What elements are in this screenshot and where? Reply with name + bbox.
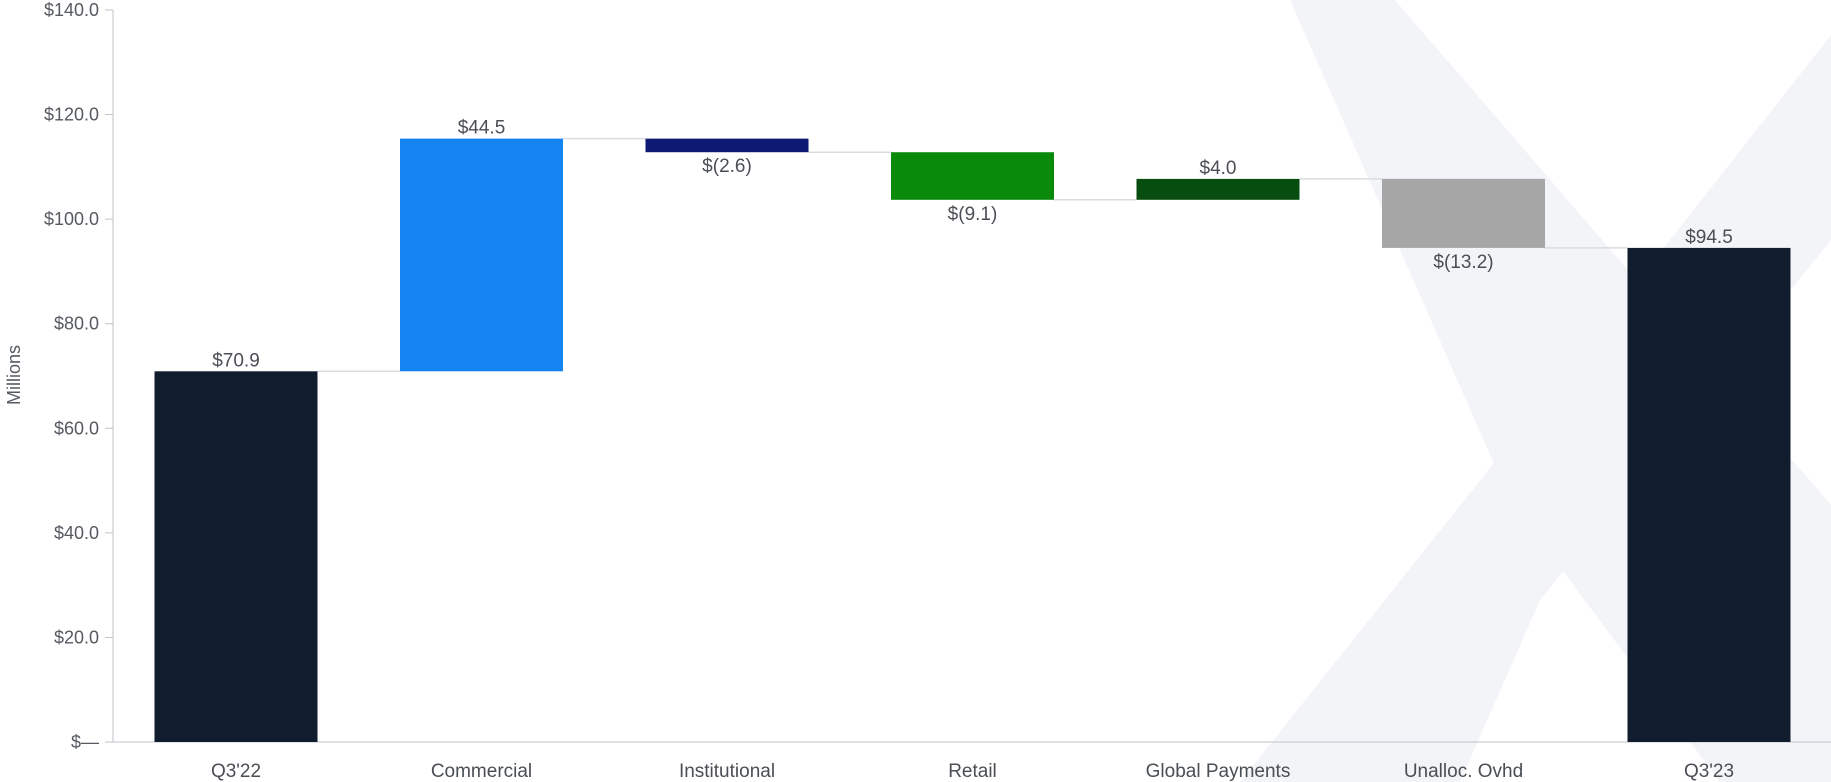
y-tick-label: $80.0 <box>54 314 99 334</box>
bar <box>154 371 318 742</box>
data-label: $70.9 <box>212 350 260 371</box>
connector-lines <box>317 137 1628 373</box>
x-tick-label: Q3'23 <box>1684 761 1734 782</box>
x-tick-label: Q3'22 <box>211 761 261 782</box>
bar <box>400 138 563 372</box>
y-tick-label: $140.0 <box>44 0 99 20</box>
bar <box>1382 178 1545 248</box>
category-labels: Q3'22 Commercial Institutional Retail Global… <box>211 761 1734 782</box>
bar <box>891 152 1054 200</box>
y-tick-label: $40.0 <box>54 523 99 543</box>
y-axis-title: Millions <box>4 345 24 405</box>
data-label: $44.5 <box>458 118 506 139</box>
bar <box>645 138 809 153</box>
data-label: $(9.1) <box>948 204 998 225</box>
y-tick-label: $120.0 <box>44 105 99 125</box>
x-tick-label: Unalloc. Ovhd <box>1404 761 1523 782</box>
x-tick-label: Retail <box>948 761 997 782</box>
x-tick-label: Institutional <box>679 761 775 782</box>
data-label: $4.0 <box>1200 158 1237 179</box>
data-label: $(2.6) <box>702 156 752 177</box>
y-tick-label: $20.0 <box>54 627 99 647</box>
y-axis: $— $20.0 $40.0 $60.0 $80.0 $100.0 $120.0 $140.0 <box>44 0 1831 752</box>
y-tick-label: $60.0 <box>54 418 99 438</box>
x-tick-label: Commercial <box>431 761 532 782</box>
y-tick-label: $— <box>71 732 99 752</box>
bar <box>1627 247 1791 742</box>
x-tick-label: Global Payments <box>1146 761 1291 782</box>
data-label: $94.5 <box>1685 227 1733 248</box>
data-label: $(13.2) <box>1433 252 1493 273</box>
y-tick-label: $100.0 <box>44 209 99 229</box>
data-labels: $70.9 $44.5 $(2.6) $(9.1) $4.0 $(13.2) $94.5 <box>212 118 1733 372</box>
bars <box>154 138 1791 742</box>
bar <box>1136 178 1300 200</box>
